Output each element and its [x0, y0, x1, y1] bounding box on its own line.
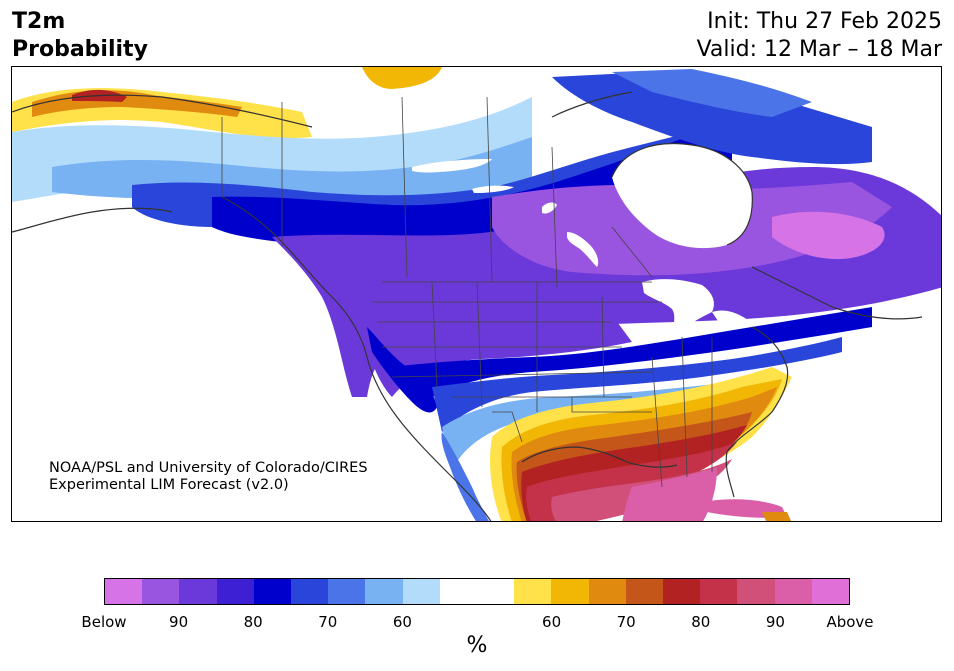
colorbar-unit-label: %	[466, 633, 488, 658]
colorbar-tick-label: 90	[765, 613, 785, 631]
colorbar-segment	[737, 579, 775, 604]
colorbar-tick-label: Below	[81, 613, 127, 631]
colorbar-segment	[179, 579, 217, 604]
colorbar-tick-label: 70	[318, 613, 338, 631]
colorbar-segment	[514, 579, 552, 604]
title-line-type: Probability	[12, 37, 148, 62]
init-date: Init: Thu 27 Feb 2025	[707, 9, 942, 34]
colorbar-tick-label: 60	[392, 613, 412, 631]
forecast-dates: Init: Thu 27 Feb 2025 Valid: 12 Mar – 18…	[697, 8, 942, 64]
colorbar-segment	[105, 579, 143, 604]
colorbar-segment	[439, 579, 478, 604]
colorbar-segment	[253, 579, 292, 604]
colorbar-segment	[142, 579, 180, 604]
colorbar-segment	[625, 579, 664, 604]
probability-map	[11, 66, 942, 522]
colorbar-segment	[291, 579, 329, 604]
valid-date: Valid: 12 Mar – 18 Mar	[696, 37, 942, 62]
colorbar-segment	[328, 579, 366, 604]
map-title: T2m Probability	[12, 8, 148, 64]
probability-colorbar	[104, 578, 850, 605]
colorbar-segment	[402, 579, 440, 604]
colorbar-segment	[551, 579, 589, 604]
title-line-variable: T2m	[12, 9, 66, 34]
colorbar-segment	[365, 579, 403, 604]
colorbar-tick-label: 60	[542, 613, 562, 631]
colorbar-tick-label: 80	[243, 613, 263, 631]
colorbar-segment	[477, 579, 515, 604]
colorbar-segment	[774, 579, 812, 604]
colorbar-tick-label: 80	[691, 613, 711, 631]
colorbar-segment	[811, 579, 850, 604]
colorbar-tick-label: 70	[616, 613, 636, 631]
colorbar-segment	[216, 579, 254, 604]
colorbar-segment	[588, 579, 626, 604]
north-america-map	[12, 67, 941, 521]
colorbar-segment	[700, 579, 738, 604]
credit-line-org: NOAA/PSL and University of Colorado/CIRE…	[49, 460, 368, 476]
colorbar-segment	[663, 579, 701, 604]
colorbar-tick-label: 90	[169, 613, 189, 631]
colorbar-tick-label: Above	[826, 613, 874, 631]
forecast-credit: NOAA/PSL and University of Colorado/CIRE…	[49, 460, 368, 494]
credit-line-model: Experimental LIM Forecast (v2.0)	[49, 477, 289, 493]
